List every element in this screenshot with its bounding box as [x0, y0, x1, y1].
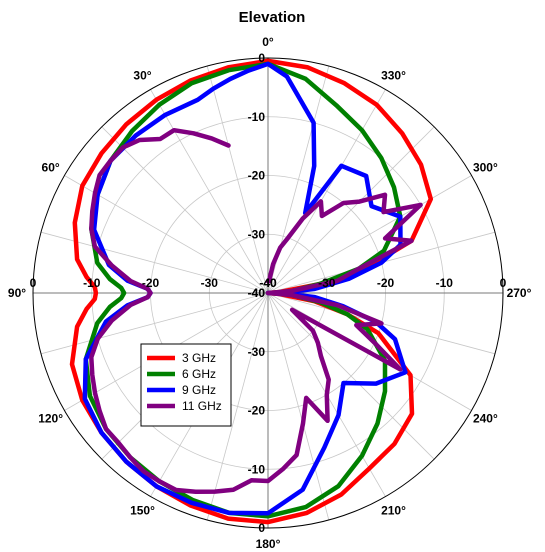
angle-label: 60°	[42, 161, 60, 175]
angle-labels: 0° 30° 60° 90° 120° 150° 180° 210° 240° 270° 300° 3…	[8, 35, 532, 551]
radial-tick-label: -30	[248, 345, 266, 359]
radial-tick-label: -20	[248, 404, 266, 418]
series-line-1	[83, 61, 403, 519]
angle-label: 90°	[8, 286, 26, 300]
series-line-3	[89, 127, 423, 494]
radial-tick-labels: -40-30-20-100-40-30-20-100-40-30-20-100-…	[30, 51, 507, 535]
grid-spoke	[206, 292, 269, 521]
grid-spoke	[150, 89, 269, 294]
grid-spoke	[267, 292, 435, 460]
grid-spoke	[101, 126, 269, 294]
radial-tick-label: 0	[258, 521, 265, 535]
radial-tick-label: -30	[201, 276, 219, 290]
radial-tick-label: -10	[248, 110, 266, 124]
radial-tick-label: -40	[248, 286, 266, 300]
angle-label: 120°	[38, 412, 63, 426]
grid-spoke	[267, 292, 330, 521]
legend-label: 9 GHz	[182, 383, 216, 397]
radial-tick-label: -30	[318, 276, 336, 290]
radial-tick-label: -20	[142, 276, 160, 290]
angle-label: 210°	[381, 503, 406, 517]
radial-tick-label: -40	[248, 286, 266, 300]
radial-tick-label: 0	[500, 276, 507, 290]
angle-label: 0°	[262, 35, 274, 49]
angle-label: 180°	[256, 537, 281, 551]
radial-tick-label: -40	[259, 276, 277, 290]
legend-label: 11 GHz	[182, 399, 222, 413]
outer-circle	[32, 57, 504, 529]
legend-box	[140, 343, 232, 427]
radial-tick-label: -10	[436, 276, 454, 290]
angle-label: 330°	[381, 69, 406, 83]
angle-label: 150°	[130, 503, 155, 517]
angle-label: 270°	[507, 286, 532, 300]
angle-label: 30°	[133, 69, 151, 83]
radial-tick-label: -30	[248, 227, 266, 241]
radial-tick-label: 0	[30, 276, 37, 290]
angle-label: 300°	[473, 161, 498, 175]
grid-spoke	[267, 126, 435, 294]
legend-label: 3 GHz	[182, 351, 216, 365]
grid-spoke	[267, 175, 472, 294]
grid-spoke	[206, 65, 269, 294]
radial-tick-label: -20	[377, 276, 395, 290]
legend: 3 GHz 6 GHz 9 GHz 11 GHz	[140, 343, 232, 427]
series-layer	[69, 58, 434, 525]
radial-tick-label: -40	[259, 276, 277, 290]
legend-label: 6 GHz	[182, 367, 216, 381]
angle-label: 240°	[473, 412, 498, 426]
radial-tick-label: 0	[258, 51, 265, 65]
radial-tick-label: -20	[248, 169, 266, 183]
chart-title: Elevation	[239, 9, 306, 26]
radial-tick-label: -10	[83, 276, 101, 290]
grid-spoke	[40, 292, 269, 355]
radial-tick-label: -10	[248, 462, 266, 476]
grid-spoke	[267, 89, 386, 294]
grid-spoke	[40, 231, 269, 294]
